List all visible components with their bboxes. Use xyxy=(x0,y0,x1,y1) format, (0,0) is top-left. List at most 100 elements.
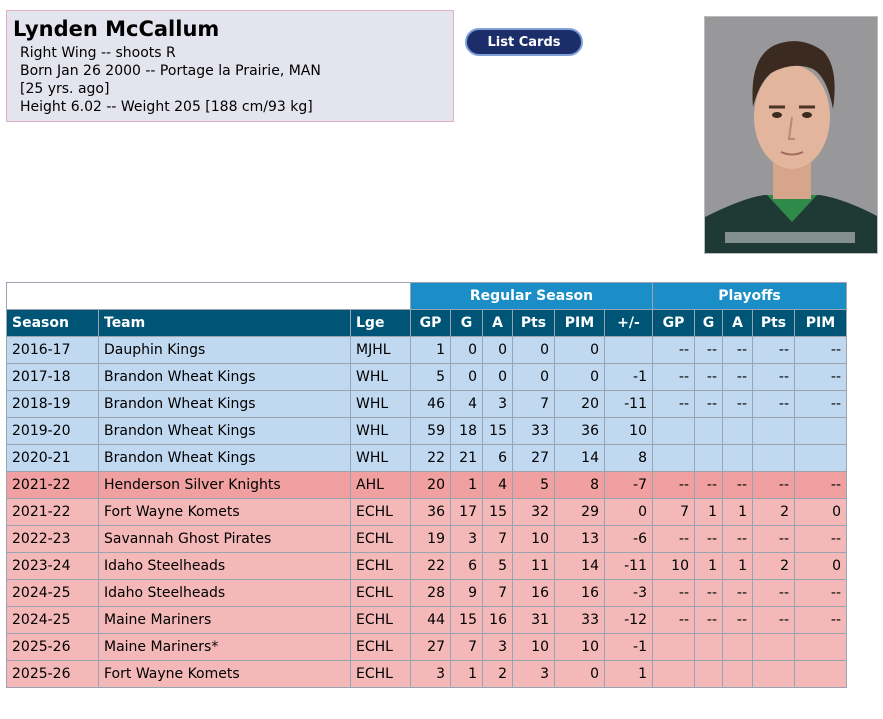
cell-league: ECHL xyxy=(350,633,411,661)
cell-playoff-pim: 0 xyxy=(794,552,847,580)
cell-pim: 16 xyxy=(554,579,605,607)
cell-playoff-points xyxy=(752,660,795,688)
cell-season: 2017-18 xyxy=(6,363,99,391)
col-header-goals: G xyxy=(450,309,483,337)
col-header-playoff-points: Pts xyxy=(752,309,795,337)
cell-points: 27 xyxy=(512,444,555,472)
cell-playoff-gp: -- xyxy=(652,606,695,634)
group-header-playoffs: Playoffs xyxy=(652,282,847,310)
cell-playoff-points xyxy=(752,417,795,445)
cell-pim: 0 xyxy=(554,363,605,391)
col-header-pim: PIM xyxy=(554,309,605,337)
table-row: 2020-21 Brandon Wheat Kings WHL 22 21 6 27 14 8 xyxy=(6,444,847,472)
cell-playoff-assists xyxy=(722,633,753,661)
cell-playoff-gp: -- xyxy=(652,525,695,553)
cell-playoff-assists: -- xyxy=(722,525,753,553)
cell-assists: 2 xyxy=(482,660,513,688)
list-cards-button[interactable]: List Cards xyxy=(465,28,583,56)
cell-playoff-pim xyxy=(794,633,847,661)
cell-playoff-gp: -- xyxy=(652,579,695,607)
group-header-regular: Regular Season xyxy=(410,282,653,310)
cell-season: 2024-25 xyxy=(6,579,99,607)
cell-goals: 18 xyxy=(450,417,483,445)
cell-playoff-assists: -- xyxy=(722,363,753,391)
cell-playoff-assists: -- xyxy=(722,606,753,634)
col-header-playoff-assists: A xyxy=(722,309,753,337)
cell-gp: 3 xyxy=(410,660,451,688)
cell-gp: 59 xyxy=(410,417,451,445)
cell-gp: 36 xyxy=(410,498,451,526)
cell-playoff-assists: 1 xyxy=(722,552,753,580)
cell-plus-minus: 10 xyxy=(604,417,653,445)
cell-pim: 36 xyxy=(554,417,605,445)
cell-playoff-goals: -- xyxy=(694,579,723,607)
cell-season: 2018-19 xyxy=(6,390,99,418)
cell-points: 32 xyxy=(512,498,555,526)
cell-playoff-gp: -- xyxy=(652,336,695,364)
cell-playoff-points: 2 xyxy=(752,498,795,526)
cell-season: 2021-22 xyxy=(6,498,99,526)
cell-playoff-points: -- xyxy=(752,471,795,499)
cell-playoff-gp: -- xyxy=(652,390,695,418)
cell-plus-minus: -11 xyxy=(604,390,653,418)
table-row: 2022-23 Savannah Ghost Pirates ECHL 19 3 7 10 1… xyxy=(6,525,847,553)
player-position: Right Wing -- shoots R xyxy=(20,45,176,61)
cell-playoff-assists: -- xyxy=(722,390,753,418)
cell-plus-minus: -6 xyxy=(604,525,653,553)
cell-assists: 16 xyxy=(482,606,513,634)
cell-playoff-points: -- xyxy=(752,336,795,364)
cell-pim: 29 xyxy=(554,498,605,526)
cell-assists: 4 xyxy=(482,471,513,499)
cell-points: 10 xyxy=(512,525,555,553)
cell-team: Idaho Steelheads xyxy=(98,552,351,580)
cell-pim: 33 xyxy=(554,606,605,634)
col-header-assists: A xyxy=(482,309,513,337)
player-name: Lynden McCallum xyxy=(13,17,220,41)
cell-playoff-gp xyxy=(652,444,695,472)
cell-playoff-assists xyxy=(722,417,753,445)
stats-table: Regular Season Playoffs Season Team Lge GP G… xyxy=(6,282,847,688)
cell-playoff-points: -- xyxy=(752,390,795,418)
cell-league: WHL xyxy=(350,390,411,418)
cell-assists: 3 xyxy=(482,390,513,418)
cell-goals: 6 xyxy=(450,552,483,580)
cell-gp: 22 xyxy=(410,444,451,472)
cell-team: Fort Wayne Komets xyxy=(98,498,351,526)
table-row: 2024-25 Maine Mariners ECHL 44 15 16 31 33 -12 --… xyxy=(6,606,847,634)
cell-playoff-points xyxy=(752,444,795,472)
cell-season: 2025-26 xyxy=(6,660,99,688)
cell-team: Maine Mariners* xyxy=(98,633,351,661)
cell-playoff-pim xyxy=(794,660,847,688)
cell-team: Fort Wayne Komets xyxy=(98,660,351,688)
cell-season: 2023-24 xyxy=(6,552,99,580)
cell-playoff-points: -- xyxy=(752,363,795,391)
cell-season: 2021-22 xyxy=(6,471,99,499)
cell-league: MJHL xyxy=(350,336,411,364)
cell-goals: 7 xyxy=(450,633,483,661)
table-row: 2024-25 Idaho Steelheads ECHL 28 9 7 16 16 -3 -- -… xyxy=(6,579,847,607)
cell-plus-minus xyxy=(604,336,653,364)
cell-league: ECHL xyxy=(350,498,411,526)
cell-team: Henderson Silver Knights xyxy=(98,471,351,499)
player-bio-box: Lynden McCallum Right Wing -- shoots R B… xyxy=(6,10,454,122)
cell-playoff-pim: -- xyxy=(794,390,847,418)
cell-league: ECHL xyxy=(350,579,411,607)
player-size: Height 6.02 -- Weight 205 [188 cm/93 kg] xyxy=(20,99,313,115)
cell-assists: 15 xyxy=(482,417,513,445)
cell-assists: 0 xyxy=(482,336,513,364)
col-header-gp: GP xyxy=(410,309,451,337)
table-row: 2021-22 Henderson Silver Knights AHL 20 1 4 5 8… xyxy=(6,471,847,499)
cell-plus-minus: -7 xyxy=(604,471,653,499)
table-row: 2017-18 Brandon Wheat Kings WHL 5 0 0 0 0 -1 -- --… xyxy=(6,363,847,391)
cell-playoff-assists: -- xyxy=(722,579,753,607)
cell-goals: 9 xyxy=(450,579,483,607)
table-row: 2025-26 Maine Mariners* ECHL 27 7 3 10 10 -1 xyxy=(6,633,847,661)
cell-goals: 1 xyxy=(450,660,483,688)
cell-league: ECHL xyxy=(350,525,411,553)
cell-playoff-goals: -- xyxy=(694,525,723,553)
cell-playoff-gp: -- xyxy=(652,363,695,391)
player-birth: Born Jan 26 2000 -- Portage la Prairie, … xyxy=(20,63,321,79)
cell-season: 2025-26 xyxy=(6,633,99,661)
cell-playoff-gp xyxy=(652,633,695,661)
cell-playoff-pim: -- xyxy=(794,525,847,553)
